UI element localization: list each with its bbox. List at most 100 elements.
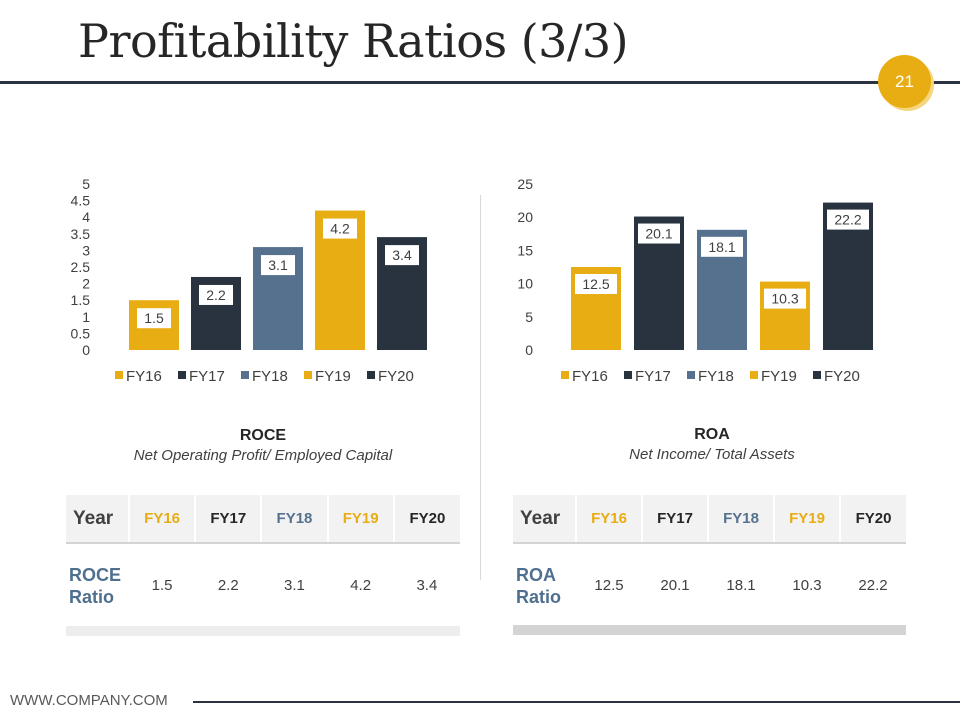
- roa-header-fy19: FY19: [773, 495, 840, 544]
- roa-cell-fy20: 22.2: [858, 577, 888, 594]
- roa-data-label-fy16: 12.5: [582, 276, 609, 292]
- roce-legend-fy19: FY19: [315, 368, 351, 385]
- roa-data-label-fy18: 18.1: [708, 239, 735, 255]
- roce-ytick-label: 4.5: [71, 193, 91, 209]
- roa-legend-fy20: FY20: [824, 368, 860, 385]
- roce-data-label-fy19: 4.2: [330, 221, 350, 237]
- roce-table-footer-band: [66, 626, 460, 636]
- roce-table-row: ROCE Ratio 1.5 2.2 3.1 4.2 3.4: [66, 543, 460, 627]
- roa-header-fy18: FY18: [707, 495, 774, 544]
- roce-row-label-line1: ROCE: [69, 564, 122, 585]
- roa-header-fy16: FY16: [575, 495, 642, 544]
- roce-legend-swatch-fy17: [178, 371, 186, 379]
- roa-legend-swatch-fy18: [687, 371, 695, 379]
- roa-ytick-label: 20: [517, 209, 533, 225]
- roce-ytick-label: 4: [82, 209, 90, 225]
- roce-cell-fy20: 3.4: [416, 577, 438, 594]
- roce-ytick-label: 2.5: [71, 259, 91, 275]
- title-rule: [0, 81, 960, 84]
- roce-legend-swatch-fy16: [115, 371, 123, 379]
- page-number-badge: 21: [878, 55, 931, 108]
- roa-row-label: ROA Ratio: [513, 543, 576, 627]
- roa-data-label-fy20: 22.2: [834, 212, 861, 228]
- roa-cell-fy16: 12.5: [594, 577, 624, 594]
- roce-data-label-box: [261, 255, 295, 276]
- roa-data-label-fy17: 20.1: [645, 226, 672, 242]
- roa-header-fy20: FY20: [839, 495, 906, 544]
- roce-cell-fy19: 4.2: [350, 577, 372, 594]
- roa-data-label-box: [827, 209, 869, 230]
- roce-name: ROCE: [239, 427, 287, 444]
- roce-data-label-box: [323, 218, 357, 239]
- roce-legend-swatch-fy20: [367, 371, 375, 379]
- roce-caption: ROCE Net Operating Profit/ Employed Capi…: [63, 427, 463, 464]
- roce-row-label: ROCE Ratio: [66, 543, 129, 627]
- roce-row-label-line2: Ratio: [69, 586, 114, 607]
- roce-data-label-fy16: 1.5: [144, 310, 164, 326]
- roce-formula: Net Operating Profit/ Employed Capital: [133, 447, 393, 464]
- roa-data-label-box: [701, 236, 743, 257]
- roa-bar-chart: 0 5 10 15 20 25 12.5 20.1 18.1 10.3 22.2 FY16 FY17 FY…: [490, 170, 920, 400]
- roa-ytick-label: 10: [517, 276, 533, 292]
- roa-legend-fy16: FY16: [572, 368, 608, 385]
- roce-ytick-label: 1.5: [71, 292, 91, 308]
- footer-url: WWW.COMPANY.COM: [10, 692, 168, 709]
- roce-header-fy16: FY16: [127, 495, 196, 544]
- roce-data-label-fy17: 2.2: [206, 287, 226, 303]
- roce-ytick-label: 2: [82, 276, 90, 292]
- roce-table-header-row: Year FY16 FY17 FY18 FY19 FY20: [66, 495, 460, 544]
- roce-legend-swatch-fy19: [304, 371, 312, 379]
- footer-rule: [193, 701, 960, 703]
- roce-cell-fy18: 3.1: [284, 577, 305, 594]
- roa-caption: ROA Net Income/ Total Assets: [512, 426, 912, 463]
- roce-ytick-label: 1: [82, 309, 90, 325]
- roa-legend-swatch-fy19: [750, 371, 758, 379]
- roce-data-label-box: [385, 245, 419, 266]
- roce-ytick-label: 5: [82, 176, 90, 192]
- roa-legend-swatch-fy20: [813, 371, 821, 379]
- roa-table-footer-band: [513, 625, 906, 635]
- roce-header-fy19: FY19: [326, 495, 394, 544]
- column-divider: [480, 195, 481, 580]
- roa-row-label-line1: ROA: [516, 564, 556, 585]
- roce-legend-fy20: FY20: [378, 368, 414, 385]
- roce-data-label-fy20: 3.4: [392, 247, 412, 263]
- roa-year-header: Year: [513, 495, 576, 544]
- roa-legend-fy19: FY19: [761, 368, 797, 385]
- roa-table-header-row: Year FY16 FY17 FY18 FY19 FY20: [513, 495, 906, 544]
- roce-chart-svg: 00.511.522.533.544.551.52.23.14.23.4FY16…: [71, 176, 427, 385]
- roa-formula: Net Income/ Total Assets: [629, 446, 795, 463]
- roce-legend-fy17: FY17: [189, 368, 225, 385]
- page-title: Profitability Ratios (3/3): [78, 14, 629, 68]
- roce-ytick-label: 0: [82, 342, 90, 358]
- roa-legend-fy18: FY18: [698, 368, 734, 385]
- roce-ytick-label: 3.5: [71, 226, 91, 242]
- roa-ytick-label: 25: [517, 176, 533, 192]
- roa-table: Year FY16 FY17 FY18 FY19 FY20 ROA Ratio 1…: [513, 495, 906, 627]
- roce-ytick-label: 3: [82, 242, 90, 258]
- roa-ytick-label: 0: [525, 342, 533, 358]
- roce-cell-fy16: 1.5: [151, 577, 173, 594]
- roa-data-label-box: [764, 288, 806, 309]
- roce-cell-fy17: 2.2: [217, 577, 239, 594]
- roa-data-label-box: [638, 223, 680, 244]
- roa-chart-svg: 0 5 10 15 20 25 12.5 20.1 18.1 10.3 22.2 FY16 FY17 FY…: [517, 176, 873, 385]
- roa-legend-fy17: FY17: [635, 368, 671, 385]
- roa-table-row: ROA Ratio 12.5 20.1 18.1 10.3 22.2: [513, 543, 906, 627]
- roa-data-label-fy19: 10.3: [771, 291, 798, 307]
- roce-data-label-box: [199, 284, 233, 305]
- roa-header-fy17: FY17: [641, 495, 708, 544]
- roa-row-label-line2: Ratio: [516, 586, 561, 607]
- roa-cell-fy18: 18.1: [726, 577, 756, 594]
- roa-data-label-box: [575, 274, 617, 294]
- roa-name: ROA: [694, 426, 730, 443]
- roa-legend-swatch-fy16: [561, 371, 569, 379]
- roce-data-label-fy18: 3.1: [268, 257, 288, 273]
- roa-cell-fy19: 10.3: [792, 577, 822, 594]
- roce-bar-chart: 0 0.5 1 1.5 2 2.5 3 3.5 4 4.5 5 1.5 2.2 3.1 4.2 3.4 FY16…: [40, 170, 470, 400]
- roce-header-fy20: FY20: [392, 495, 460, 544]
- roa-cell-fy17: 20.1: [660, 577, 690, 594]
- roa-ytick-label: 15: [517, 242, 533, 258]
- roce-header-fy17: FY17: [194, 495, 262, 544]
- roce-header-fy18: FY18: [260, 495, 328, 544]
